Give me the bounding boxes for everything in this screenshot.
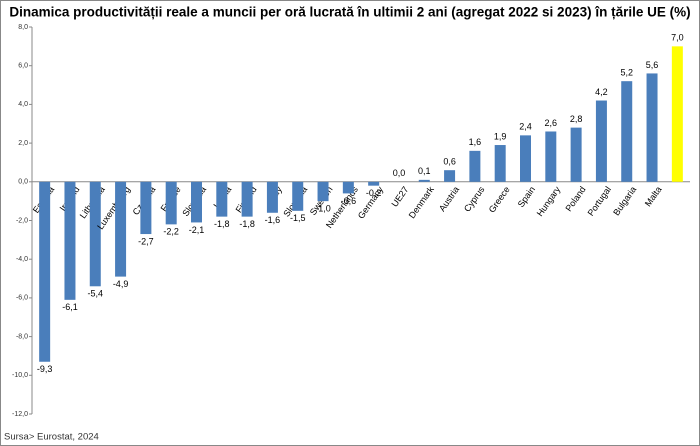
value-label: -2,7	[138, 236, 154, 246]
value-label: -1,0	[315, 204, 331, 214]
y-tick-label: -8,0	[16, 333, 28, 340]
y-tick-label: -10,0	[12, 372, 28, 379]
value-label: -2,1	[189, 225, 205, 235]
bar	[89, 181, 101, 287]
y-tick-label: -4,0	[16, 256, 28, 263]
bar	[671, 46, 683, 182]
value-label: -1,5	[290, 213, 306, 223]
value-label: 2,6	[545, 118, 558, 128]
value-label: 0,6	[443, 157, 456, 167]
value-label: 5,2	[620, 68, 633, 78]
y-tick-label: 2,0	[18, 140, 28, 147]
y-tick-label: -2,0	[16, 217, 28, 224]
bar	[621, 81, 633, 182]
bar	[368, 181, 380, 186]
bar	[342, 181, 354, 194]
y-tick-label: -6,0	[16, 295, 28, 302]
y-tick-label: 4,0	[18, 101, 28, 108]
value-label: -1,8	[239, 219, 255, 229]
value-label: -4,9	[113, 279, 129, 289]
bar	[241, 181, 253, 217]
bar	[595, 100, 607, 182]
value-label: 5,6	[646, 60, 659, 70]
value-label: -0,6	[341, 196, 357, 206]
bar	[115, 181, 127, 277]
value-label: 2,4	[519, 122, 532, 132]
value-label: 7,0	[671, 33, 684, 43]
bar	[469, 150, 481, 182]
bar	[39, 181, 51, 362]
value-label: 0,0	[393, 168, 406, 178]
bar	[418, 179, 430, 182]
bar	[191, 181, 202, 223]
value-label: -2,2	[163, 227, 179, 237]
y-tick-label: 0,0	[18, 179, 28, 186]
bar	[520, 135, 531, 182]
bar	[494, 145, 506, 182]
bar	[140, 181, 152, 235]
value-label: -1,8	[214, 219, 230, 229]
value-label: -5,4	[88, 289, 104, 299]
source: Sursa> Eurostat, 2024	[4, 432, 99, 443]
bar	[444, 170, 456, 182]
value-label: 0,1	[418, 166, 431, 176]
bar	[545, 131, 557, 182]
bar	[216, 181, 228, 217]
value-label: -0,2	[366, 188, 382, 198]
value-label: 1,9	[494, 131, 507, 141]
bar	[64, 181, 76, 300]
value-label: -9,3	[37, 364, 53, 374]
bar	[646, 73, 658, 182]
y-tick-label: 8,0	[18, 24, 28, 31]
value-label: -6,1	[62, 302, 78, 312]
bar	[292, 181, 304, 211]
y-tick-label: 6,0	[18, 63, 28, 70]
bar	[317, 181, 329, 202]
y-tick-label: -12,0	[12, 411, 28, 418]
chart-title: Dinamica productivității reale a muncii …	[9, 5, 690, 20]
value-label: 2,8	[570, 114, 583, 124]
value-label: 1,6	[469, 137, 482, 147]
value-label: -1,6	[265, 215, 281, 225]
bar	[266, 181, 278, 213]
bar	[570, 127, 582, 182]
value-label: 4,2	[595, 87, 608, 97]
bar	[165, 181, 177, 225]
